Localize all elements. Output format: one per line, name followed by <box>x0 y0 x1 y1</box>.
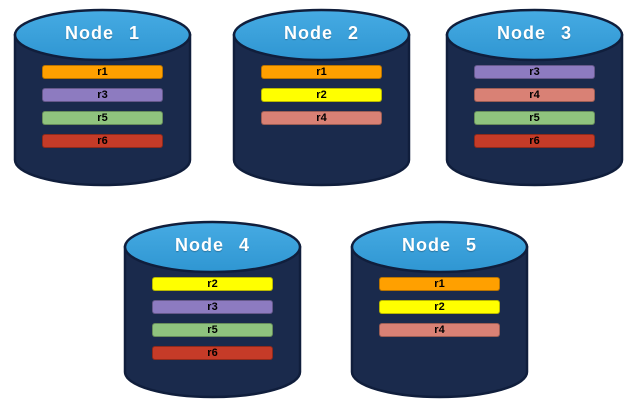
replica-bar-r6: r6 <box>474 134 595 148</box>
node-cylinder: Node 3 r3 r4 r5 r6 <box>444 7 625 188</box>
replica-bar-r4: r4 <box>261 111 382 125</box>
replica-bar-r6: r6 <box>152 346 273 360</box>
replica-bar-list: r3 r4 r5 r6 <box>474 65 595 157</box>
node-title: Node 5 <box>401 235 477 255</box>
replica-bar-r5: r5 <box>474 111 595 125</box>
node-cylinder: Node 4 r2 r3 r5 r6 <box>122 219 303 400</box>
node-cylinder: Node 2 r1 r2 r4 <box>231 7 412 188</box>
replica-bar-r3: r3 <box>474 65 595 79</box>
replica-bar-r1: r1 <box>261 65 382 79</box>
replica-bar-r5: r5 <box>42 111 163 125</box>
replica-bar-r2: r2 <box>261 88 382 102</box>
replica-bar-r2: r2 <box>379 300 500 314</box>
replica-bar-list: r1 r2 r4 <box>379 277 500 346</box>
replica-bar-r1: r1 <box>379 277 500 291</box>
node-title: Node 3 <box>496 23 572 43</box>
replica-bar-r5: r5 <box>152 323 273 337</box>
replica-bar-r2: r2 <box>152 277 273 291</box>
node-cylinder: Node 5 r1 r2 r4 <box>349 219 530 400</box>
node-cylinder: Node 1 r1 r3 r5 r6 <box>12 7 193 188</box>
replica-bar-r6: r6 <box>42 134 163 148</box>
replica-bar-r1: r1 <box>42 65 163 79</box>
cylinder-top-ellipse <box>350 220 529 274</box>
node-title: Node 2 <box>283 23 359 43</box>
replica-bar-list: r2 r3 r5 r6 <box>152 277 273 369</box>
replica-bar-r4: r4 <box>379 323 500 337</box>
cylinder-top-ellipse <box>123 220 302 274</box>
replica-bar-r3: r3 <box>42 88 163 102</box>
replica-bar-list: r1 r3 r5 r6 <box>42 65 163 157</box>
replica-bar-r3: r3 <box>152 300 273 314</box>
cylinder-top-ellipse <box>445 8 624 62</box>
node-title: Node 1 <box>64 23 140 43</box>
replica-bar-r4: r4 <box>474 88 595 102</box>
cylinder-top-ellipse <box>13 8 192 62</box>
node-title: Node 4 <box>174 235 250 255</box>
replica-bar-list: r1 r2 r4 <box>261 65 382 134</box>
cylinder-top-ellipse <box>232 8 411 62</box>
